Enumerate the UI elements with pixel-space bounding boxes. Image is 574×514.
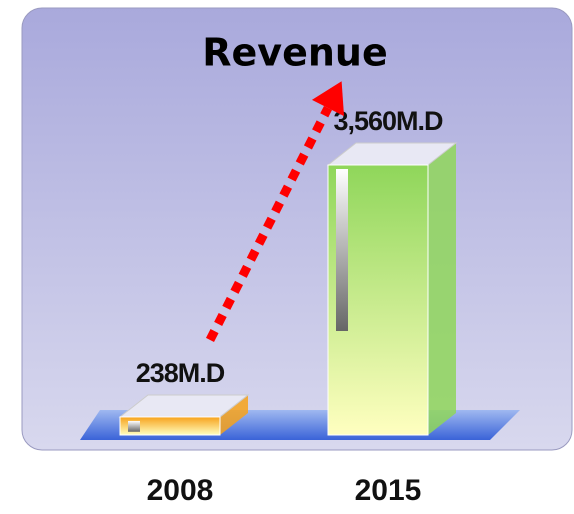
bar (119, 416, 221, 436)
value-label: 3,560M.D (333, 106, 443, 136)
bar-side (428, 143, 456, 435)
bar-side (220, 394, 248, 435)
value-label: 238M.D (136, 358, 225, 388)
x-tick-label: 2008 (147, 474, 214, 507)
trend-arrow (205, 105, 333, 342)
bar-shine (128, 420, 140, 432)
x-tick-label: 2015 (355, 474, 422, 507)
trend-arrow-head (311, 81, 345, 117)
chart-title: Revenue (202, 31, 387, 75)
bar-shine (336, 169, 348, 331)
